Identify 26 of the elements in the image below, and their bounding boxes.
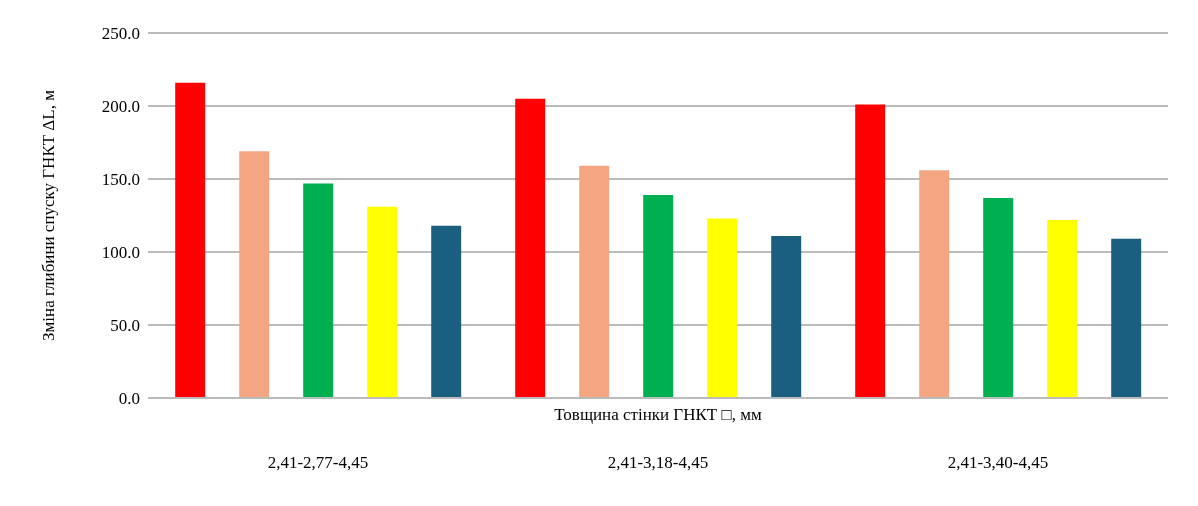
bar	[239, 151, 270, 398]
bar	[707, 218, 738, 398]
y-tick-label: 100.0	[101, 243, 140, 263]
x-tick-label: 2,41-3,40-4,45	[947, 453, 1049, 473]
x-tick-label: 2,41-2,77-4,45	[267, 453, 369, 473]
bar	[855, 104, 886, 398]
bar	[579, 165, 610, 398]
y-tick-label: 200.0	[101, 97, 140, 117]
bar	[919, 170, 950, 398]
y-tick-label: 250.0	[101, 24, 140, 44]
bar	[175, 82, 206, 398]
bar	[1047, 219, 1078, 398]
bar	[983, 197, 1014, 398]
bar	[1111, 238, 1142, 398]
bar	[515, 98, 546, 398]
bar	[303, 183, 334, 398]
x-axis-title: Товщина стінки ГНКТ □, мм	[554, 405, 762, 425]
bar	[431, 225, 462, 398]
y-axis-title: Зміна глибини спуску ГНКТ ΔL, м	[39, 89, 59, 341]
bar	[643, 195, 674, 398]
x-tick-label: 2,41-3,18-4,45	[607, 453, 709, 473]
y-tick-label: 150.0	[101, 170, 140, 190]
y-tick-label: 50.0	[110, 316, 140, 336]
bar	[771, 235, 802, 398]
y-tick-label: 0.0	[118, 389, 140, 409]
bar	[367, 206, 398, 398]
